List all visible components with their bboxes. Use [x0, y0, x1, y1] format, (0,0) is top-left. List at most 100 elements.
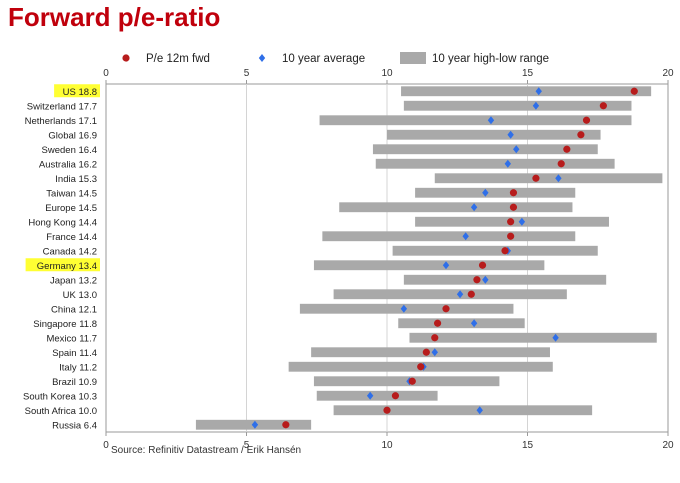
x-tick-label-bottom: 10	[381, 440, 393, 451]
average-marker	[504, 159, 512, 168]
pe-marker	[563, 145, 571, 153]
pe-marker	[507, 232, 515, 240]
range-bar	[392, 245, 598, 256]
range-bar	[313, 260, 545, 271]
category-label: South Korea 10.3	[23, 391, 97, 402]
category-label: Sweden 16.4	[42, 145, 97, 156]
average-marker	[366, 391, 374, 400]
category-label: Hong Kong 14.4	[28, 217, 97, 228]
category-label: Canada 14.2	[43, 246, 97, 257]
average-marker	[513, 145, 520, 154]
pe-marker	[507, 218, 515, 226]
average-marker	[251, 420, 259, 429]
pe-marker	[599, 102, 607, 110]
label-highlight	[25, 258, 101, 272]
average-marker	[431, 348, 438, 357]
x-tick-label-bottom: 0	[103, 440, 109, 451]
x-tick-label-bottom: 5	[244, 440, 250, 451]
average-marker	[532, 101, 540, 110]
pe-marker	[467, 290, 475, 298]
average-marker	[442, 261, 450, 270]
category-label: US 18.8	[63, 87, 97, 98]
legend-pe-swatch	[122, 54, 130, 62]
pe-marker	[422, 348, 430, 356]
legend: P/e 12m fwd 10 year average 10 year high-l…	[122, 52, 549, 65]
range-bar	[401, 86, 652, 97]
average-marker	[400, 304, 408, 313]
pe-marker	[431, 334, 439, 342]
average-marker	[552, 333, 559, 342]
category-label: China 12.1	[51, 304, 97, 315]
range-bar	[339, 202, 573, 213]
average-marker	[535, 87, 542, 96]
range-bar	[372, 144, 598, 155]
plot-area: 0 0 5 5 10 10 15 15 20 20 US 18.8 Switzerland 17.7 N…	[23, 68, 674, 451]
legend-range-label: 10 year high-low range	[432, 53, 549, 65]
average-marker	[482, 188, 489, 197]
category-label: Netherlands 17.1	[25, 116, 97, 127]
category-label: Europe 14.5	[45, 203, 97, 214]
average-marker	[456, 290, 464, 299]
x-tick-label-top: 0	[103, 68, 109, 79]
x-tick-label-bottom: 20	[662, 440, 674, 451]
pe-marker	[630, 87, 638, 95]
range-bar	[398, 318, 525, 329]
average-marker	[482, 275, 489, 284]
pe-marker	[383, 406, 391, 414]
category-label: Switzerland 17.7	[27, 101, 97, 112]
range-bar	[319, 115, 632, 126]
range-bar	[316, 390, 438, 401]
range-bar	[403, 274, 607, 285]
pe-marker	[433, 319, 442, 327]
legend-average-swatch	[258, 54, 266, 62]
category-label: Australia 16.2	[39, 159, 97, 170]
category-label: India 15.3	[55, 174, 97, 185]
pe-marker	[391, 392, 400, 400]
category-label: Brazil 10.9	[52, 377, 97, 388]
category-label: Taiwan 14.5	[46, 188, 97, 199]
range-bar	[333, 405, 593, 416]
category-label: Russia 6.4	[52, 420, 97, 431]
pe-marker	[417, 363, 425, 371]
pe-marker	[577, 131, 585, 139]
pe-marker	[509, 189, 518, 197]
average-marker	[507, 130, 514, 139]
pe-marker	[408, 377, 416, 385]
legend-range-swatch	[400, 52, 426, 64]
pe-marker	[442, 305, 450, 313]
average-marker	[518, 217, 526, 226]
category-label: Germany 13.4	[37, 261, 97, 272]
pe-marker	[532, 174, 540, 182]
x-tick-label-top: 10	[381, 68, 393, 79]
range-bar	[322, 231, 576, 242]
range-bar	[375, 158, 615, 169]
legend-pe-label: P/e 12m fwd	[146, 53, 210, 65]
range-bar	[434, 173, 663, 184]
average-marker	[476, 406, 483, 415]
average-marker	[470, 319, 478, 328]
average-marker	[470, 203, 478, 212]
category-label: France 14.4	[46, 232, 97, 243]
average-marker	[462, 232, 469, 241]
pe-marker	[501, 247, 509, 255]
category-label: Italy 11.2	[59, 362, 97, 373]
range-bar	[311, 347, 550, 358]
x-tick-label-top: 5	[244, 68, 250, 79]
chart-title: Forward p/e-ratio	[8, 2, 221, 32]
range-bar	[415, 187, 576, 198]
category-label: Global 16.9	[48, 130, 97, 141]
legend-average-label: 10 year average	[282, 53, 365, 65]
pe-marker	[478, 261, 487, 269]
x-tick-label-top: 20	[662, 68, 674, 79]
pe-marker	[473, 276, 481, 284]
range-bar	[409, 332, 657, 343]
category-label: UK 13.0	[63, 290, 97, 301]
x-tick-label-top: 15	[522, 68, 534, 79]
average-marker	[487, 116, 495, 125]
x-tick-label-bottom: 15	[522, 440, 534, 451]
label-highlight	[54, 84, 100, 98]
range-bar	[333, 289, 567, 300]
pe-marker	[282, 421, 290, 429]
category-label: Japan 13.2	[50, 275, 97, 286]
